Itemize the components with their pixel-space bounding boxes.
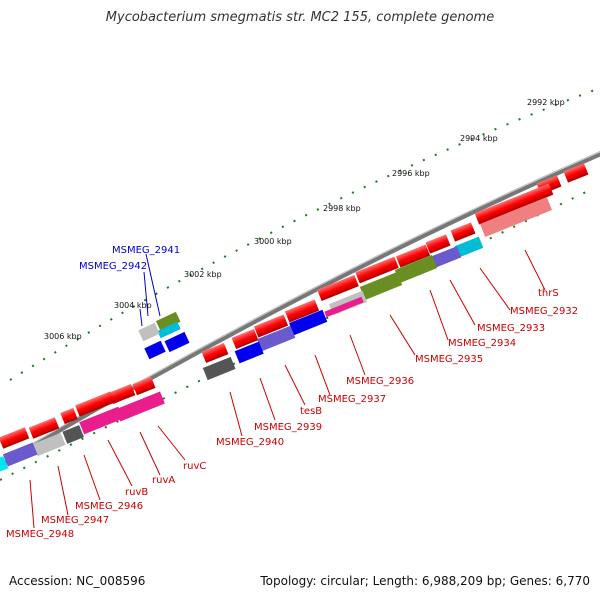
forward-genes	[138, 311, 190, 360]
gene-label: ruvA	[152, 475, 175, 486]
gene-label: MSMEG_2933	[477, 323, 545, 334]
gene-label: MSMEG_2937	[318, 394, 386, 405]
reverse-genes-colored	[0, 197, 553, 475]
label-leaders	[29, 249, 546, 529]
kbp-label: 3000 kbp	[254, 237, 292, 246]
gene-label: ruvB	[125, 487, 148, 498]
gene-label: MSMEG_2948	[6, 529, 74, 540]
reverse-genes-top	[0, 163, 589, 449]
gene-label: MSMEG_2940	[216, 437, 284, 448]
kbp-label: 2992 kbp	[527, 98, 565, 107]
gene-label: MSMEG_2941	[112, 245, 180, 256]
kbp-label: 3004 kbp	[114, 301, 152, 310]
genome-summary-text: Topology: circular; Length: 6,988,209 bp…	[260, 574, 590, 588]
kbp-label: 3002 kbp	[184, 270, 222, 279]
kbp-label: 2996 kbp	[392, 169, 430, 178]
gene-labels: MSMEG_2941 MSMEG_2942 thrS MSMEG_2932 MS…	[6, 245, 578, 540]
gene-label: MSMEG_2934	[448, 338, 516, 349]
scale-arc-outer	[9, 87, 600, 381]
gene-label: MSMEG_2939	[254, 422, 322, 433]
map-title: Mycobacterium smegmatis str. MC2 155, co…	[105, 10, 495, 25]
kbp-label: 3006 kbp	[44, 332, 82, 341]
gene-label: MSMEG_2935	[415, 354, 483, 365]
gene-label: MSMEG_2936	[346, 376, 414, 387]
accession-text: Accession: NC_008596	[9, 574, 146, 588]
gene-label: MSMEG_2946	[75, 501, 143, 512]
kbp-label: 2994 kbp	[460, 134, 498, 143]
scale-labels: 2992 kbp 2994 kbp 2996 kbp 2998 kbp 3000…	[44, 98, 565, 341]
kbp-label: 2998 kbp	[323, 204, 361, 213]
gene-label: MSMEG_2947	[41, 515, 109, 526]
gene-label: tesB	[300, 406, 322, 417]
genome-backbone	[0, 152, 600, 469]
gene-label: MSMEG_2942	[79, 261, 147, 272]
gene-label: MSMEG_2932	[510, 306, 578, 317]
gene-label: thrS	[538, 288, 559, 299]
scale-arc-inner	[0, 189, 591, 481]
gene-label: ruvC	[183, 461, 206, 472]
